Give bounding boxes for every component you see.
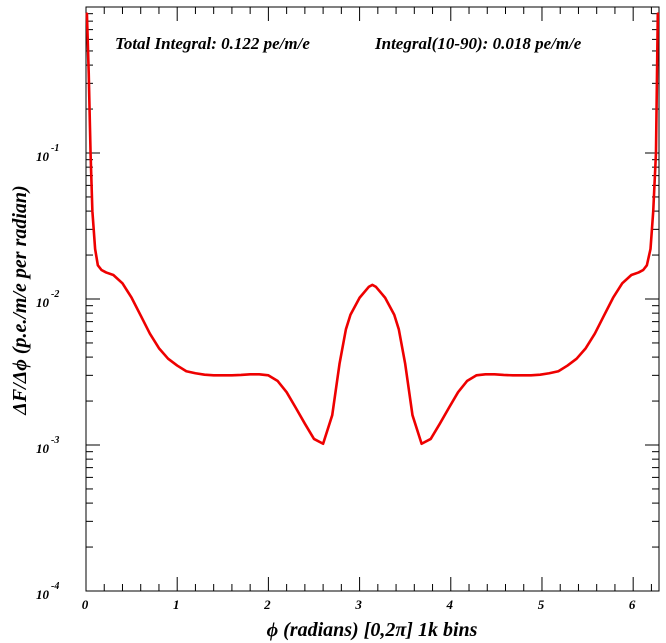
x-tick-label: 1: [173, 597, 180, 612]
y-axis: 10-1 10-2 10-3 10-4: [36, 13, 659, 602]
y-tick-label: 10-3: [36, 435, 59, 456]
x-tick-label: 6: [629, 597, 636, 612]
x-tick-label: 4: [446, 597, 454, 612]
x-tick-label: 0: [82, 597, 89, 612]
plot-border: [85, 6, 660, 592]
y-tick-label: 10-4: [36, 581, 59, 602]
y-axis-label: ΔF/Δϕ (p.e./m/e per radian): [9, 185, 31, 415]
x-tick-label: 2: [263, 597, 271, 612]
plot-frame: [85, 6, 660, 592]
y-tick-label: 10-2: [36, 289, 59, 310]
x-tick-label: 5: [538, 597, 545, 612]
x-axis-label: ϕ (radians) [0,2π] 1k bins: [267, 619, 478, 641]
annotation-total-integral: Total Integral: 0.122 pe/m/e: [115, 34, 310, 53]
x-tick-label: 3: [354, 597, 362, 612]
series-layer: [85, 12, 660, 446]
y-tick-label: 10-1: [36, 143, 59, 164]
series-line-0: [85, 12, 660, 446]
annotation-integral-10-90: Integral(10-90): 0.018 pe/m/e: [374, 34, 582, 53]
x-axis: 0 1 2 3 4 5 6: [82, 7, 652, 612]
